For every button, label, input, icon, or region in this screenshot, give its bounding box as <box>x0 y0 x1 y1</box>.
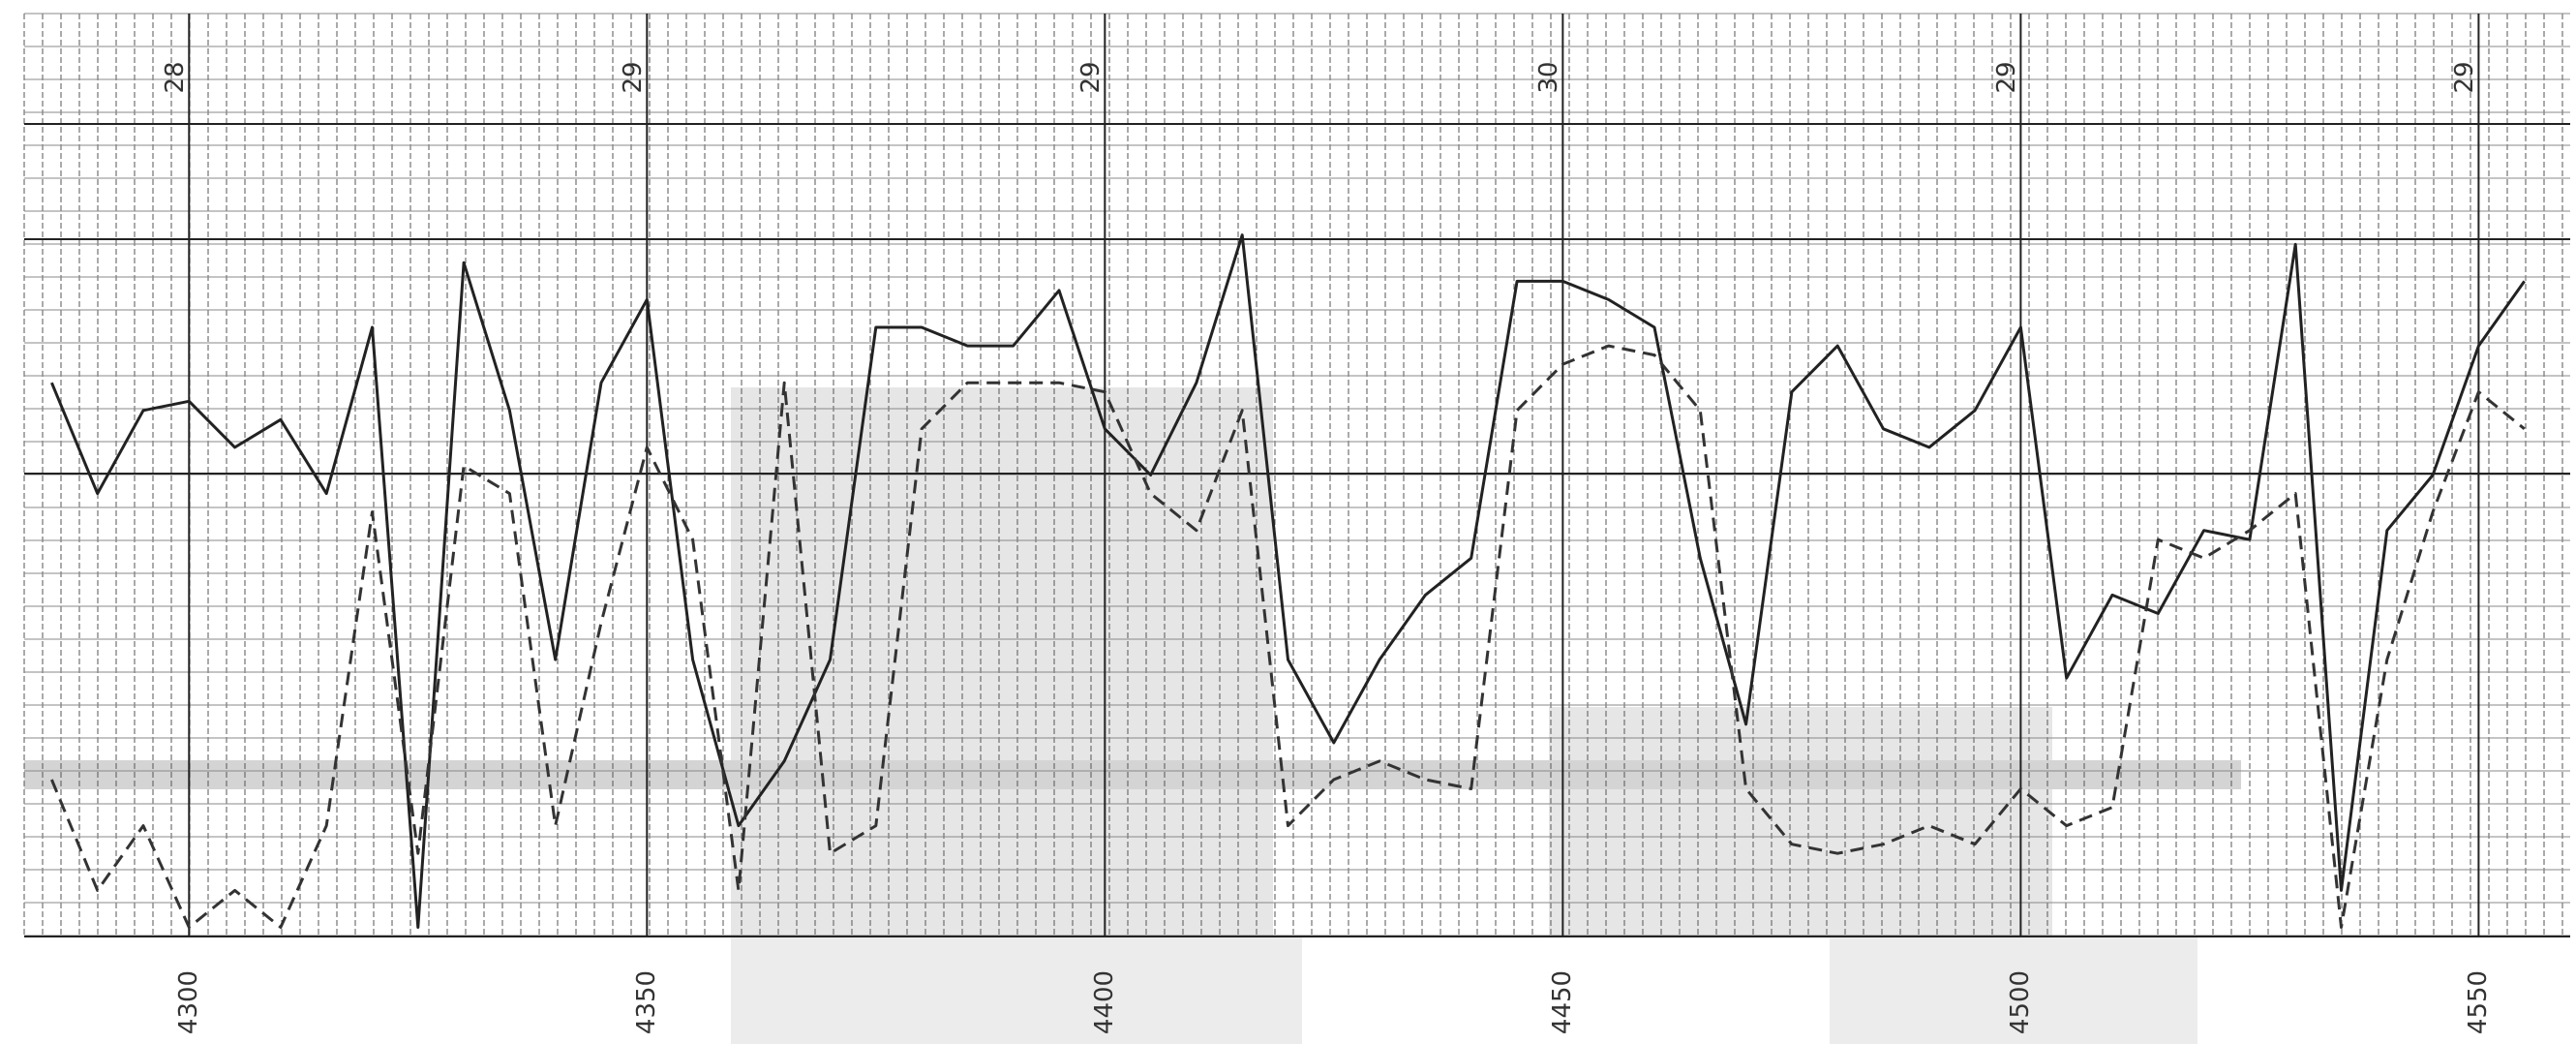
shaded-zone <box>1830 937 2197 1044</box>
x-tick-label: 4350 <box>632 970 661 1034</box>
shaded-zone <box>24 760 2241 789</box>
shaded-zone <box>1549 707 2052 937</box>
track-annotation: 29 <box>619 61 648 93</box>
x-tick-label: 4400 <box>1090 970 1119 1034</box>
shaded-zone <box>731 937 1302 1044</box>
x-tick-label: 4500 <box>2006 970 2035 1034</box>
x-tick-label: 4450 <box>1548 970 1577 1034</box>
x-tick-label: 4550 <box>2464 970 2493 1034</box>
track-annotation: 29 <box>2450 61 2479 93</box>
track-annotation: 28 <box>161 61 190 93</box>
track-annotation: 30 <box>1534 61 1563 93</box>
track-annotation: 29 <box>1992 61 2021 93</box>
x-tick-label: 4300 <box>174 970 203 1034</box>
log-curve <box>50 233 2526 929</box>
log-curve <box>50 344 2526 929</box>
shaded-zone <box>731 387 1273 937</box>
track-annotation: 29 <box>1076 61 1106 93</box>
